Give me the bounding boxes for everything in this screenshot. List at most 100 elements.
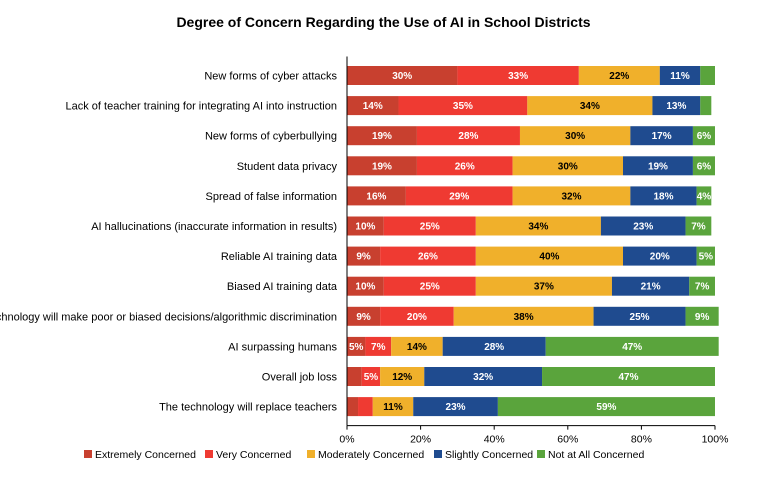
bar-segment <box>696 246 715 266</box>
bar-segment <box>545 336 719 356</box>
bar-segment <box>347 246 381 266</box>
data-label: 10% <box>355 282 375 293</box>
data-label: 47% <box>619 372 639 383</box>
data-label: 30% <box>565 131 585 142</box>
legend-swatch <box>84 450 92 458</box>
data-label: 32% <box>473 372 493 383</box>
data-label: 28% <box>484 342 504 353</box>
category-label: Reliable AI training data <box>221 251 338 263</box>
bar-segment <box>347 156 417 176</box>
legend-label: Slightly Concerned <box>445 449 533 461</box>
bar-segment <box>372 397 414 417</box>
data-label: 59% <box>596 402 616 413</box>
bar-segment <box>347 306 381 326</box>
bar-segment <box>685 306 719 326</box>
bar-segment <box>380 367 425 386</box>
data-label: 29% <box>449 191 469 202</box>
bar-segment <box>347 126 417 146</box>
bar-segment <box>600 216 686 236</box>
bar-segment <box>519 126 631 146</box>
data-label: 9% <box>356 312 371 323</box>
data-label: 4% <box>697 191 712 202</box>
bar-segment <box>623 156 693 176</box>
bar-segment <box>383 276 476 296</box>
data-label: 7% <box>695 282 710 293</box>
category-label: Overall job loss <box>262 372 338 384</box>
bar-segment <box>652 96 701 116</box>
legend-swatch <box>434 450 442 458</box>
data-label: 10% <box>355 222 375 233</box>
bar-segment <box>692 156 715 176</box>
data-label: 19% <box>372 131 392 142</box>
data-label: 25% <box>420 282 440 293</box>
bar-segment <box>424 367 543 386</box>
bar-segment <box>542 367 715 386</box>
bar-segment <box>630 126 693 146</box>
chart-title: Degree of Concern Regarding the Use of A… <box>176 14 591 30</box>
data-label: 11% <box>383 402 403 413</box>
bar-segment <box>347 216 384 236</box>
bar-segment <box>700 96 712 116</box>
category-label: Student data privacy <box>237 161 338 173</box>
data-label: 5% <box>699 252 714 263</box>
data-label: 25% <box>420 222 440 233</box>
bar-segment <box>475 246 623 266</box>
bar-segment <box>405 186 513 206</box>
data-label: 12% <box>392 372 412 383</box>
bar-segment <box>630 186 697 206</box>
data-label: 21% <box>641 282 661 293</box>
data-label: 35% <box>453 101 473 112</box>
legend-label: Not at All Concerned <box>548 449 644 461</box>
bar-segment <box>416 126 520 146</box>
data-label: 9% <box>695 312 710 323</box>
legend-swatch <box>205 450 213 458</box>
data-label: 6% <box>697 131 712 142</box>
bar-segment <box>623 246 697 266</box>
data-label: 11% <box>670 71 690 82</box>
data-label: 26% <box>418 252 438 263</box>
data-label: 25% <box>630 312 650 323</box>
bar-segment <box>457 66 579 85</box>
category-label: New forms of cyberbullying <box>205 131 337 143</box>
data-label: 19% <box>372 161 392 172</box>
data-label: 7% <box>691 222 706 233</box>
data-label: 20% <box>650 252 670 263</box>
data-label: 34% <box>528 222 548 233</box>
data-label: 16% <box>366 191 386 202</box>
data-label: 17% <box>652 131 672 142</box>
data-label: 14% <box>363 101 383 112</box>
data-label: 7% <box>371 342 386 353</box>
bar-segment <box>347 397 359 417</box>
legend-swatch <box>537 450 545 458</box>
data-label: 14% <box>407 342 427 353</box>
data-label: 23% <box>633 222 653 233</box>
data-label: 9% <box>356 252 371 263</box>
bar-segment <box>358 397 373 417</box>
bar-segment <box>593 306 686 326</box>
bar-segment <box>475 276 612 296</box>
data-label: 6% <box>697 161 712 172</box>
data-label: 22% <box>609 71 629 82</box>
bar-segment <box>700 66 715 85</box>
bar-segment <box>685 216 712 236</box>
bar-segment <box>442 336 546 356</box>
bar-segment <box>578 66 660 85</box>
bar-segment <box>398 96 528 116</box>
bar-segment <box>692 126 715 146</box>
category-label: AI surpassing humans <box>228 341 337 353</box>
bar-segment <box>413 397 498 417</box>
bar-segment <box>347 276 384 296</box>
bar-segment <box>347 66 458 85</box>
bar-segment <box>689 276 715 296</box>
data-label: 47% <box>622 342 642 353</box>
data-label: 20% <box>407 312 427 323</box>
bar-segment <box>347 336 366 356</box>
data-label: 23% <box>446 402 466 413</box>
data-label: 13% <box>666 101 686 112</box>
bar-segment <box>527 96 653 116</box>
data-label: 5% <box>364 372 379 383</box>
data-label: 18% <box>653 191 673 202</box>
x-tick-label: 40% <box>484 434 505 446</box>
